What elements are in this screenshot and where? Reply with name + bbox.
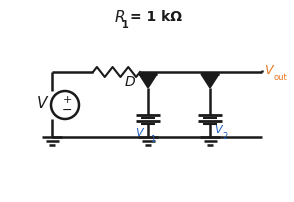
Text: out: out — [273, 73, 287, 82]
Text: $V$: $V$ — [135, 126, 145, 138]
Text: $V$: $V$ — [264, 63, 275, 77]
Text: +: + — [62, 95, 72, 105]
Text: $\mathit{V}$: $\mathit{V}$ — [36, 95, 50, 111]
Text: 1: 1 — [150, 135, 155, 144]
Polygon shape — [139, 74, 157, 88]
Polygon shape — [201, 74, 219, 88]
Text: 1: 1 — [122, 20, 129, 30]
Text: $\mathbf{\mathit{R}}$: $\mathbf{\mathit{R}}$ — [114, 9, 126, 25]
Text: −: − — [62, 103, 72, 117]
Text: = 1 kΩ: = 1 kΩ — [130, 10, 182, 24]
Text: 2: 2 — [222, 132, 227, 141]
Text: $V$: $V$ — [214, 123, 224, 135]
Text: $\mathit{D}$: $\mathit{D}$ — [124, 75, 136, 89]
